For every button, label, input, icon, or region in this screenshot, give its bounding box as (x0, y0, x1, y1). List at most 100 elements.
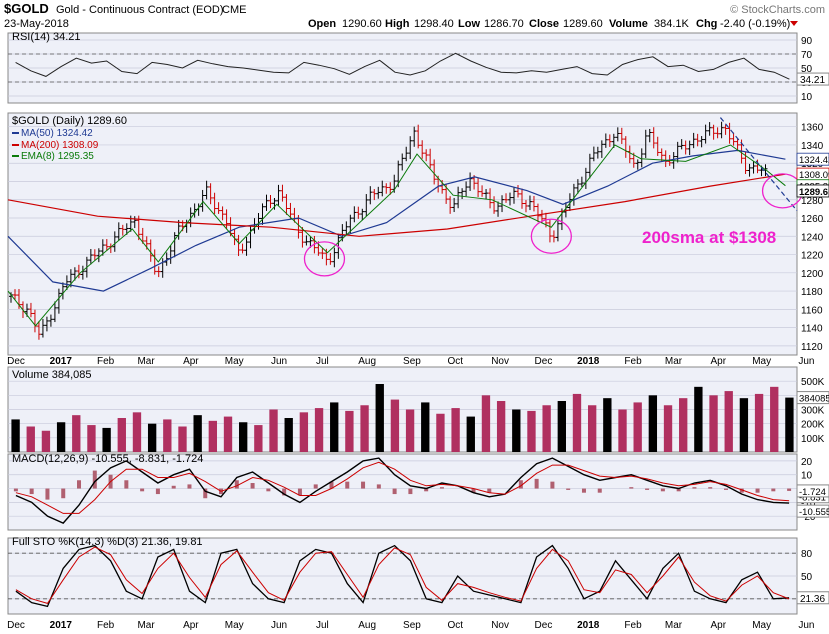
sma-annotation: 200sma at $1308 (642, 228, 776, 247)
volume-tick-label: 300K (801, 406, 825, 417)
macd-histogram-bar (392, 488, 397, 495)
macd-histogram-bar (124, 480, 129, 489)
close-label: Close (529, 18, 559, 30)
highlight-circle (530, 218, 572, 254)
x-axis-label: 2018 (577, 620, 600, 631)
price-tick-label: 1220 (801, 251, 824, 262)
macd-histogram-bar (692, 487, 697, 489)
x-axis-label: Aug (358, 356, 376, 367)
x-axis-label: Nov (491, 620, 509, 631)
macd-histogram-bar (487, 488, 492, 493)
x-axis-label: Apr (183, 356, 199, 367)
x-axis-label: Jul (316, 620, 329, 631)
volume-bar (405, 409, 415, 452)
volume-bar (239, 422, 248, 452)
macd-histogram-bar (140, 488, 145, 492)
volume-bar (132, 412, 142, 452)
macd-histogram-bar (708, 487, 713, 489)
x-axis-label: Mar (137, 620, 155, 631)
volume-bar (223, 416, 233, 452)
ema8-legend: EMA(8) 1295.35 (21, 151, 94, 162)
x-axis-label: Feb (624, 620, 642, 631)
price-tick-label: 1180 (801, 287, 823, 298)
sto-tick-label: 80 (801, 549, 813, 560)
macd-histogram-bar (518, 480, 523, 489)
x-axis-label: Oct (448, 356, 464, 367)
volume-bar (466, 416, 475, 452)
volume-bar (360, 405, 369, 452)
price-tick-label: 1160 (801, 305, 823, 316)
price-tick-label: 1280 (801, 196, 824, 207)
volume-last-value: 384085 (799, 394, 829, 405)
macd-last-value: -1.724 (799, 487, 826, 498)
macd-histogram-bar (424, 488, 429, 492)
volume-bar (26, 426, 35, 452)
volume-bar (147, 423, 157, 452)
x-axis-label: 2017 (50, 356, 73, 367)
volume-bar (557, 401, 566, 452)
volume-bar (679, 398, 688, 452)
volume-bar (451, 408, 460, 452)
low-value: 1286.70 (484, 18, 524, 30)
x-axis-label: Mar (665, 620, 683, 631)
macd-histogram-bar (234, 480, 239, 489)
volume-bar (512, 409, 521, 452)
macd-histogram-bar (266, 488, 271, 492)
macd-histogram-bar (566, 488, 571, 490)
volume-label: Volume (609, 18, 648, 30)
volume-bar (330, 402, 339, 452)
x-axis-label: May (225, 356, 244, 367)
rsi-tick-label: 10 (801, 92, 813, 103)
volume-bar (754, 393, 764, 452)
macd-tick-label: -10 (801, 498, 816, 509)
x-axis-label: Dec (7, 620, 25, 631)
volume-bar (421, 402, 430, 452)
volume-bar (603, 398, 612, 452)
volume-panel: 100K200K300K400K500K384085 (7, 366, 829, 453)
macd-histogram-bar (787, 488, 792, 491)
x-axis-label: May (752, 356, 771, 367)
volume-bar (724, 391, 733, 452)
macd-histogram-bar (313, 484, 318, 489)
volume-bar (284, 418, 293, 452)
rsi-last-value: 34.21 (800, 75, 825, 86)
sto-tick-label: 50 (801, 572, 813, 583)
price-label-box (796, 152, 829, 166)
x-axis-label: Apr (183, 620, 199, 631)
macd-histogram-bar (739, 488, 744, 493)
down-arrow-icon (790, 21, 798, 26)
price-label: 1289.6 (799, 187, 828, 198)
macd-histogram-bar (723, 488, 728, 490)
rsi-panel: 103050709034.21 (7, 32, 829, 104)
volume-legend-text: Volume 384,085 (12, 369, 92, 381)
chg-value: -2.40 (-0.19%) (720, 18, 790, 30)
volume-bar (770, 386, 779, 452)
x-axis-label: Aug (358, 620, 376, 631)
volume-bar (87, 425, 96, 452)
x-axis-label: 2018 (577, 356, 600, 367)
volume-bar (299, 412, 309, 452)
macd-legend: MACD(12,26,9) -10.555, -8.831, -1.724 (12, 453, 203, 465)
volume-bar (436, 413, 445, 452)
volume-bar (694, 386, 703, 452)
x-axis-label: Dec (535, 356, 553, 367)
macd-histogram-bar (45, 488, 50, 500)
price-tick-label: 1200 (801, 269, 824, 280)
macd-histogram-bar (629, 487, 634, 489)
open-label: Open (308, 18, 336, 30)
macd-histogram-bar (61, 488, 66, 499)
macd-histogram-bar (187, 484, 192, 489)
macd-histogram-bar (203, 488, 208, 499)
price-tick-label: 1360 (801, 123, 824, 134)
stochastic-panel: 20508021.36 (7, 537, 829, 615)
chg-label: Chg (696, 18, 717, 30)
volume-bar (618, 409, 627, 452)
volume-tick-label: 500K (801, 377, 825, 388)
price-tick-label: 1260 (801, 214, 824, 225)
price-label: 1324.42 (799, 155, 829, 166)
x-axis-label: Mar (137, 356, 155, 367)
volume-bar (56, 422, 66, 452)
macd-histogram-bar (376, 484, 381, 489)
ma50-legend: MA(50) 1324.42 (21, 128, 93, 139)
